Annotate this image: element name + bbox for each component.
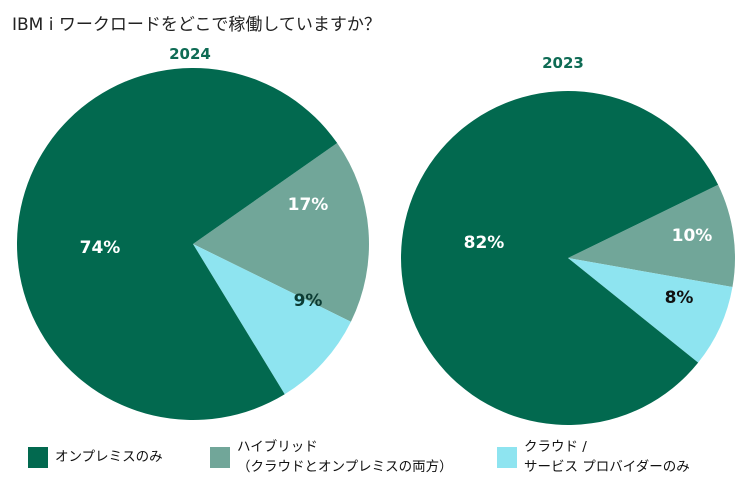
data-label-onprem: 74% — [80, 238, 121, 258]
legend-label-line: ハイブリッド — [237, 439, 318, 455]
legend-label-onprem: オンプレミスのみ — [55, 447, 163, 467]
legend-swatch-cloud — [497, 447, 517, 468]
legend-label-line: （クラウドとオンプレミスの両方） — [237, 459, 453, 475]
page-title: IBM i ワークロードをどこで稼働していますか？ — [12, 15, 381, 35]
pie-slice-onprem-2023 — [401, 90, 719, 425]
legend-swatch-hybrid — [210, 447, 230, 468]
legend-label-hybrid: ハイブリッド （クラウドとオンプレミスの両方） — [237, 437, 453, 477]
pie-slice-hybrid-2024 — [193, 143, 370, 322]
data-label-cloud: 9% — [294, 291, 323, 311]
legend: オンプレミスのみ ハイブリッド （クラウドとオンプレミスの両方） クラウド / … — [28, 437, 743, 477]
legend-swatch-onprem — [28, 447, 48, 468]
pie-slice-hybrid-2023 — [568, 184, 735, 287]
data-label-onprem: 82% — [464, 233, 505, 253]
legend-label-line: サービス プロバイダーのみ — [524, 459, 690, 475]
data-label-hybrid: 10% — [672, 226, 713, 246]
chart-year-label: 2024 — [169, 45, 211, 63]
legend-label-line: オンプレミスのみ — [55, 449, 163, 465]
data-label-cloud: 8% — [665, 288, 694, 308]
pie-chart-2023: 2023 82% 10% 8% — [401, 54, 735, 425]
legend-label-cloud: クラウド / サービス プロバイダーのみ — [524, 437, 690, 477]
legend-label-line: クラウド / — [524, 439, 587, 455]
pie-slice-onprem-2024 — [16, 67, 338, 420]
pie-chart-2024: 2024 74% 17% 9% — [16, 45, 370, 420]
chart-year-label: 2023 — [542, 54, 584, 72]
pie-slice-cloud-2024 — [193, 244, 351, 395]
data-label-hybrid: 17% — [288, 195, 329, 215]
pie-slice-cloud-2023 — [568, 258, 733, 363]
